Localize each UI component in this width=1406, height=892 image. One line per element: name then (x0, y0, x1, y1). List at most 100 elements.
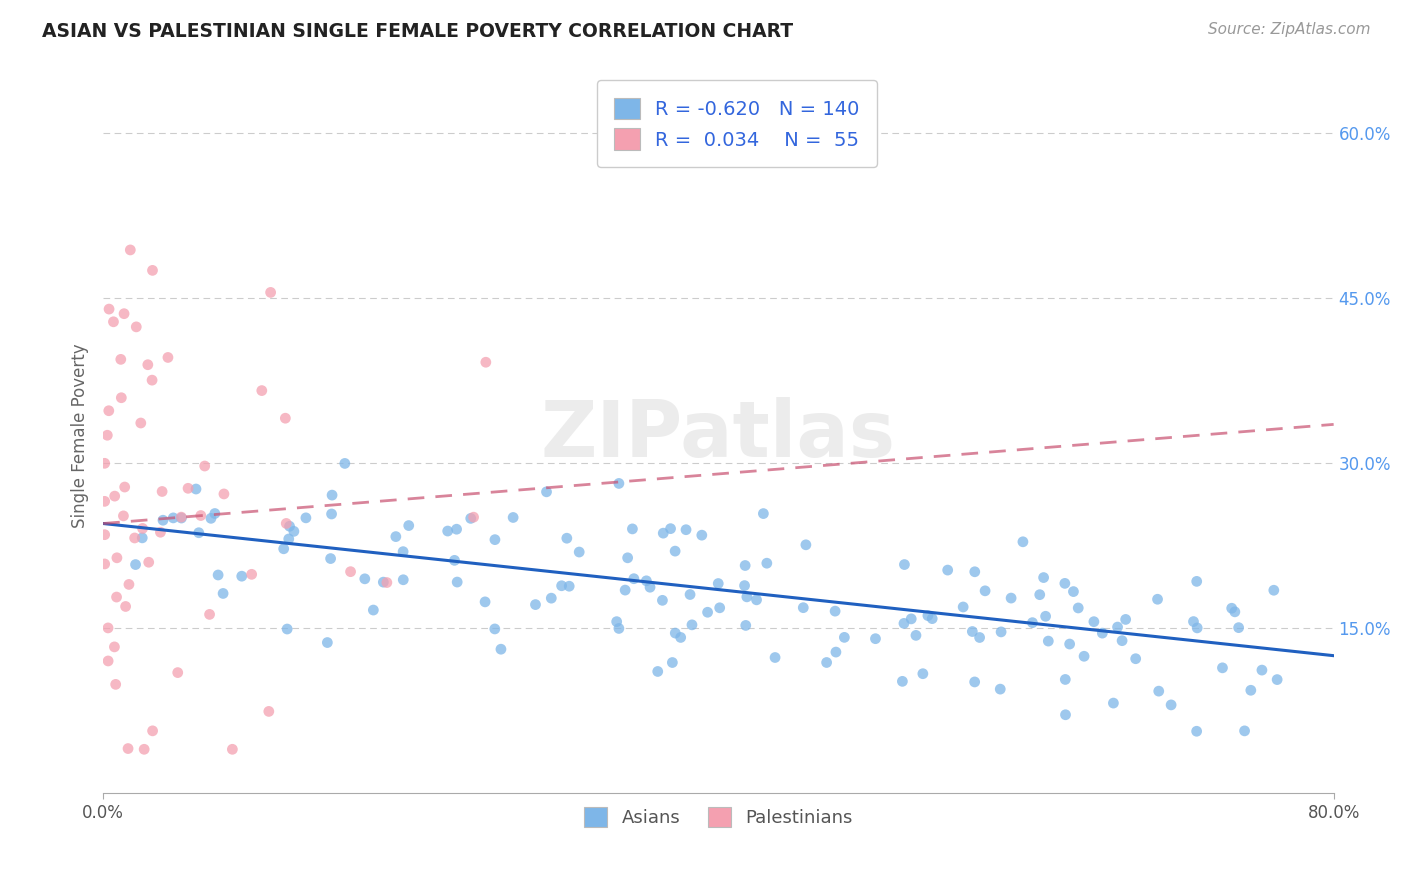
Point (93, 557, 115, 571)
Point (136, 358, 159, 372)
Point (114, 480, 136, 494)
Point (865, 632, 887, 646)
Point (204, 507, 226, 521)
Point (1091, 626, 1114, 640)
Point (524, 598, 547, 612)
Point (141, 263, 163, 277)
Point (321, 488, 343, 502)
Point (900, 612, 922, 626)
Point (952, 599, 974, 614)
Point (745, 592, 768, 607)
Point (295, 511, 318, 525)
Point (616, 550, 638, 565)
Point (1032, 570, 1054, 584)
Point (489, 642, 512, 657)
Point (373, 575, 395, 590)
Point (763, 650, 786, 665)
Point (166, 665, 188, 680)
Point (1000, 591, 1022, 605)
Point (568, 545, 591, 559)
Point (114, 599, 136, 614)
Point (651, 593, 673, 607)
Point (1073, 649, 1095, 664)
Point (484, 622, 506, 636)
Point (170, 510, 193, 524)
Point (120, 243, 142, 257)
Point (475, 355, 498, 369)
Point (131, 521, 153, 535)
Point (112, 307, 135, 321)
Point (129, 416, 152, 430)
Point (659, 522, 682, 536)
Point (138, 555, 160, 569)
Point (661, 656, 683, 670)
Point (103, 640, 125, 654)
Point (274, 411, 297, 425)
Point (904, 628, 927, 642)
Point (276, 622, 298, 636)
Point (97, 654, 120, 668)
Point (392, 544, 415, 558)
Point (1062, 584, 1084, 599)
Point (156, 351, 179, 365)
Point (681, 617, 703, 632)
Point (664, 544, 686, 558)
Point (96, 428, 118, 442)
Point (834, 631, 856, 645)
Point (1054, 707, 1077, 722)
Point (752, 507, 775, 521)
Text: ASIAN VS PALESTINIAN SINGLE FEMALE POVERTY CORRELATION CHART: ASIAN VS PALESTINIAN SINGLE FEMALE POVER… (42, 22, 793, 41)
Point (638, 580, 661, 594)
Point (375, 575, 398, 590)
Point (177, 481, 200, 495)
Point (792, 600, 814, 615)
Point (1263, 583, 1285, 598)
Point (1147, 684, 1170, 698)
Point (891, 674, 914, 689)
Point (446, 522, 468, 536)
Point (104, 489, 127, 503)
Point (988, 682, 1011, 697)
Point (1233, 723, 1256, 738)
Point (118, 577, 141, 591)
Point (474, 595, 496, 609)
Point (170, 511, 193, 525)
Point (150, 484, 173, 499)
Point (607, 622, 630, 636)
Point (1125, 651, 1147, 665)
Point (1035, 609, 1057, 624)
Point (502, 510, 524, 524)
Point (962, 624, 984, 639)
Point (734, 579, 756, 593)
Point (1111, 633, 1133, 648)
Point (735, 590, 758, 604)
Point (1160, 698, 1182, 712)
Point (104, 677, 127, 691)
Point (212, 487, 235, 501)
Point (207, 568, 229, 582)
Point (124, 531, 146, 545)
Point (200, 511, 222, 525)
Point (240, 567, 263, 582)
Point (1223, 605, 1246, 619)
Point (162, 511, 184, 525)
Point (117, 741, 139, 756)
Point (1102, 696, 1125, 710)
Point (1021, 615, 1043, 630)
Point (392, 573, 415, 587)
Point (363, 603, 385, 617)
Point (316, 635, 339, 649)
Point (707, 576, 730, 591)
Point (1107, 620, 1129, 634)
Point (187, 525, 209, 540)
Point (231, 569, 253, 583)
Point (131, 531, 153, 545)
Point (1220, 601, 1243, 615)
Point (398, 518, 420, 533)
Point (103, 315, 125, 329)
Point (893, 616, 915, 631)
Point (1265, 673, 1288, 687)
Point (664, 626, 686, 640)
Point (97, 621, 120, 635)
Point (339, 565, 361, 579)
